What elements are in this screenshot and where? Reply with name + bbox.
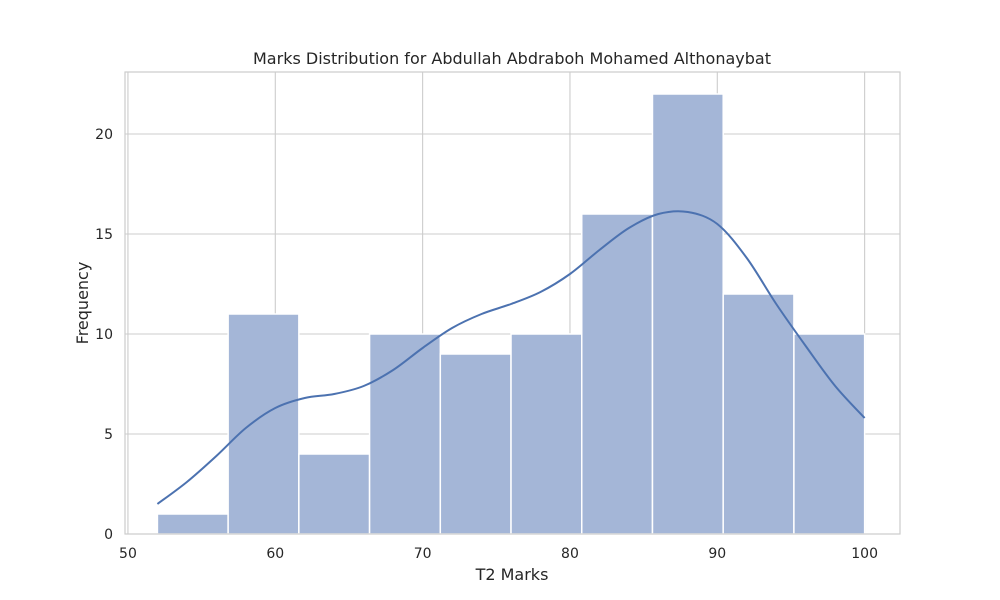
kde-curve	[156, 210, 866, 505]
plot-frame	[124, 71, 901, 535]
histogram-bar	[651, 93, 724, 535]
x-tick-label: 60	[266, 546, 284, 562]
x-tick-label: 70	[414, 546, 432, 562]
histogram-bar	[439, 353, 512, 535]
histogram-bar	[368, 333, 442, 535]
y-tick-label: 0	[104, 527, 113, 543]
histogram-bar	[156, 513, 229, 535]
y-tick-label: 5	[104, 427, 113, 443]
y-tick-label: 15	[95, 227, 113, 243]
histogram-bar	[793, 333, 866, 535]
histogram-bar	[510, 333, 583, 535]
histogram-bar	[722, 293, 795, 535]
y-tick-label: 10	[95, 327, 113, 343]
kde-curve-group	[156, 210, 866, 505]
y-tick-label: 20	[95, 127, 113, 143]
chart-title: Marks Distribution for Abdullah Abdraboh…	[253, 49, 771, 68]
histogram-bar	[227, 313, 300, 535]
histogram-bar	[298, 453, 371, 535]
histogram-bars	[156, 93, 866, 535]
y-tick-labels: 0 5 10 15 20	[95, 127, 113, 543]
y-axis-label: Frequency	[73, 262, 92, 345]
x-tick-label: 90	[708, 546, 726, 562]
histogram-bar	[580, 213, 654, 535]
x-tick-label: 80	[561, 546, 579, 562]
x-tick-labels: 50 60 70 80 90 100	[119, 546, 878, 562]
x-axis-label: T2 Marks	[475, 565, 549, 584]
x-tick-label: 100	[851, 546, 878, 562]
x-tick-label: 50	[119, 546, 137, 562]
